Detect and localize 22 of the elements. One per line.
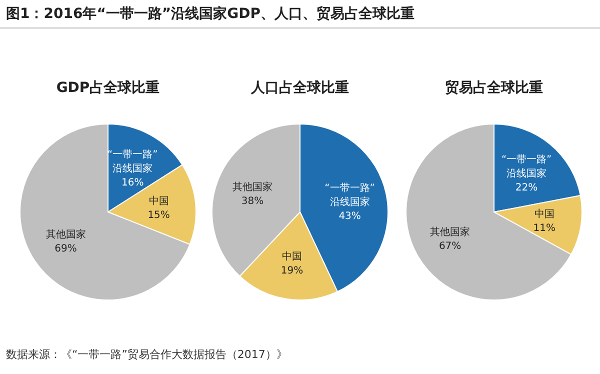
data-label: 15% [148, 210, 170, 222]
slice-label: 中国 [282, 250, 302, 262]
data-label: 11% [533, 222, 556, 234]
slice-label: “一带一路”沿线国家 [501, 154, 552, 180]
text: 图1：2016年“一带一路”沿线国家GDP、人口、贸易占全球比重 [6, 5, 414, 22]
data-label: 22% [515, 182, 538, 194]
chart-title: 贸易占全球比重 [445, 79, 543, 96]
chart-title: 人口占全球比重 [250, 80, 349, 96]
data-label: 19% [280, 265, 304, 276]
slice-label: 中国 [534, 208, 554, 220]
slice-label: 其他国家 [232, 181, 273, 194]
data-label: 67% [438, 240, 462, 252]
chart-title: GDP占全球比重 [56, 80, 160, 96]
slice-label: 其他国家 [430, 226, 470, 238]
data-label: 43% [338, 210, 361, 222]
data-label: 69% [54, 244, 77, 255]
data-label: 16% [121, 177, 144, 188]
data-label: 38% [241, 196, 264, 208]
slice-label: 中国 [148, 195, 169, 208]
slice-label: 其他国家 [46, 228, 86, 241]
source-note: 数据来源：《“一带一路”贸易合作大数据报告（2017）》 [6, 348, 288, 361]
slice-label: “一带一路”沿线国家 [324, 182, 375, 208]
